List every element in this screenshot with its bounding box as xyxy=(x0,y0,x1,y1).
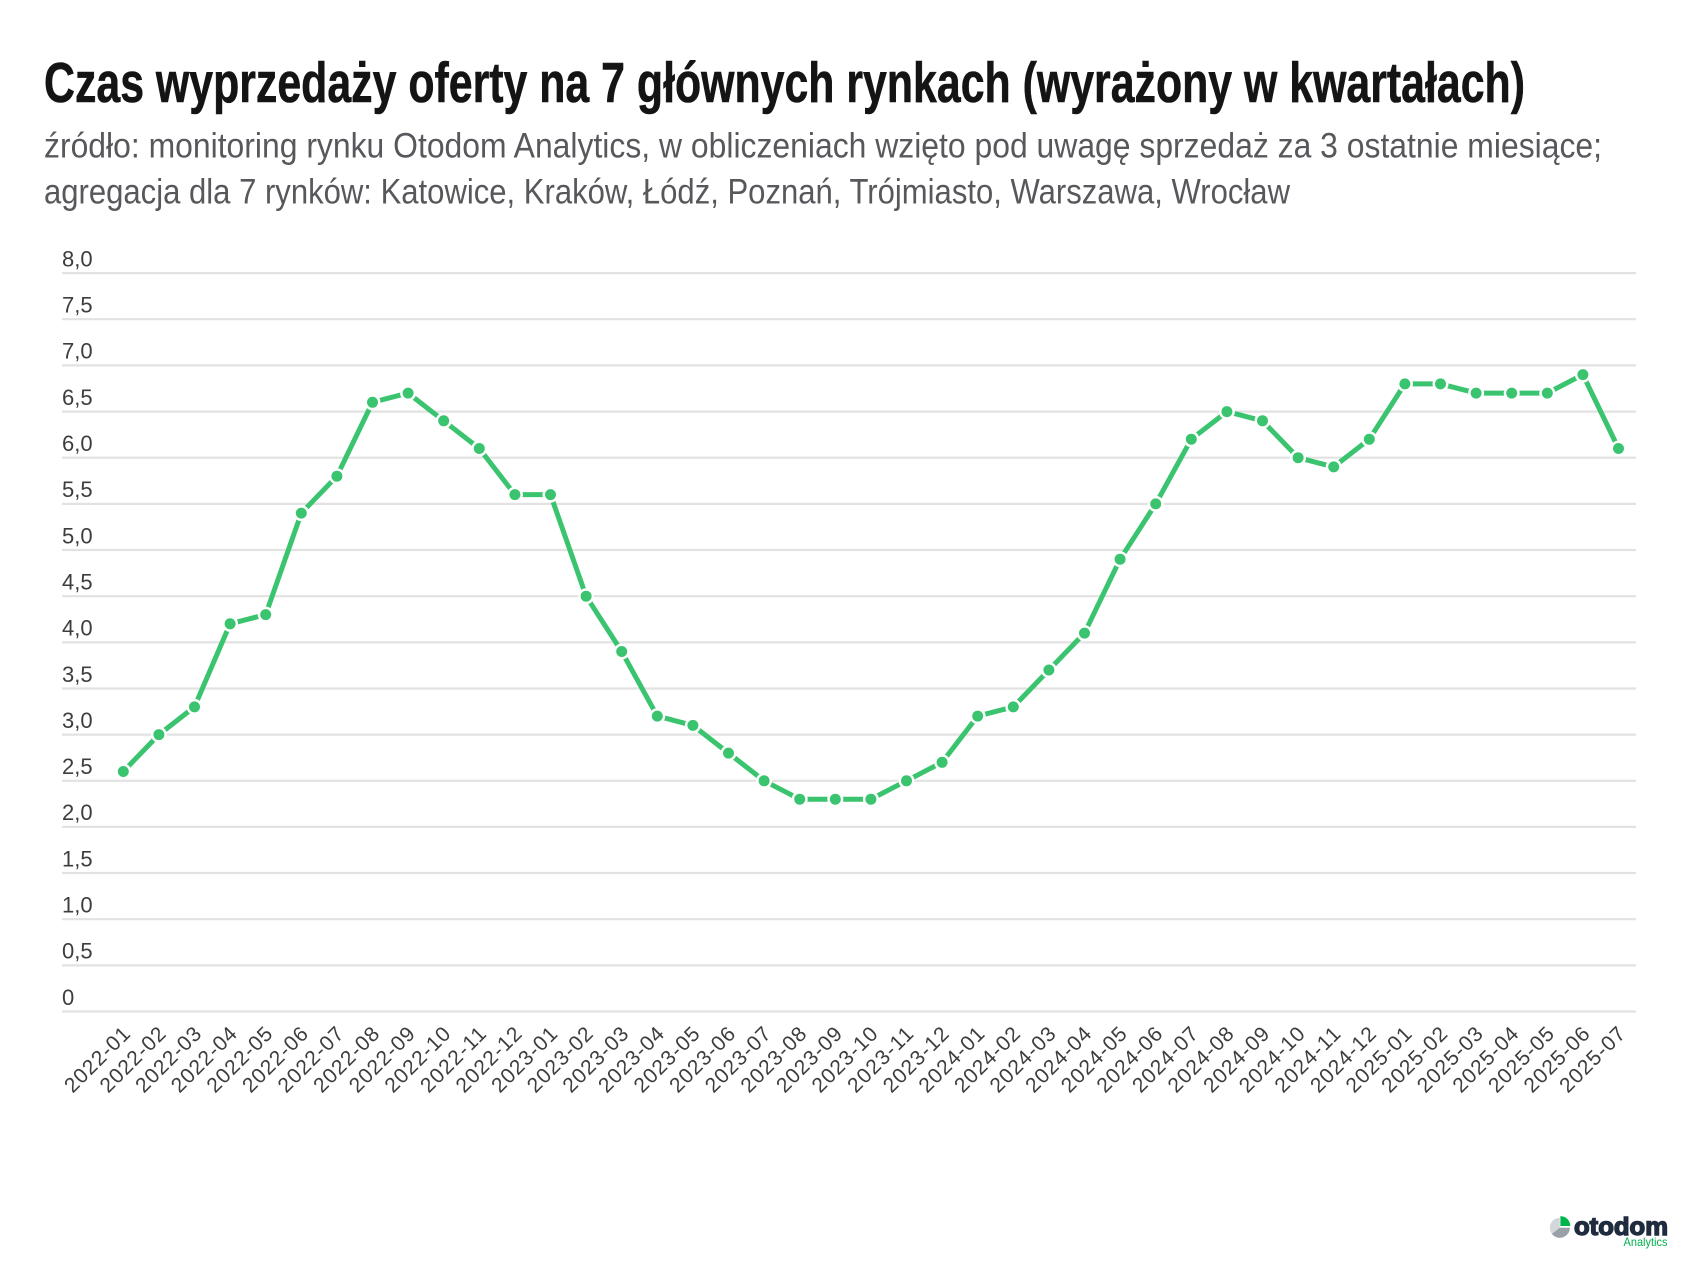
svg-text:agregacja dla 7 rynków: Katowi: agregacja dla 7 rynków: Katowice, Kraków… xyxy=(44,173,1291,212)
svg-text:Czas wyprzedaży oferty na 7 gł: Czas wyprzedaży oferty na 7 głównych ryn… xyxy=(44,51,1525,115)
svg-text:3,5: 3,5 xyxy=(62,662,93,687)
svg-text:3,0: 3,0 xyxy=(62,708,93,733)
svg-text:2,0: 2,0 xyxy=(62,800,93,825)
svg-text:otodom: otodom xyxy=(1574,1213,1668,1241)
svg-text:6,0: 6,0 xyxy=(62,431,93,456)
svg-text:4,5: 4,5 xyxy=(62,570,93,595)
svg-text:8,0: 8,0 xyxy=(62,246,93,271)
svg-text:5,5: 5,5 xyxy=(62,477,93,502)
svg-text:Analytics: Analytics xyxy=(1624,1235,1668,1249)
svg-text:0: 0 xyxy=(62,985,74,1010)
svg-text:0,5: 0,5 xyxy=(62,939,93,964)
svg-text:4,0: 4,0 xyxy=(62,616,93,641)
svg-text:6,5: 6,5 xyxy=(62,385,93,410)
svg-text:1,5: 1,5 xyxy=(62,846,93,871)
svg-text:5,0: 5,0 xyxy=(62,523,93,548)
svg-text:2,5: 2,5 xyxy=(62,754,93,779)
svg-text:1,0: 1,0 xyxy=(62,893,93,918)
svg-text:7,0: 7,0 xyxy=(62,339,93,364)
svg-text:źródło: monitoring rynku Otodo: źródło: monitoring rynku Otodom Analytic… xyxy=(44,127,1602,166)
svg-text:7,5: 7,5 xyxy=(62,293,93,318)
